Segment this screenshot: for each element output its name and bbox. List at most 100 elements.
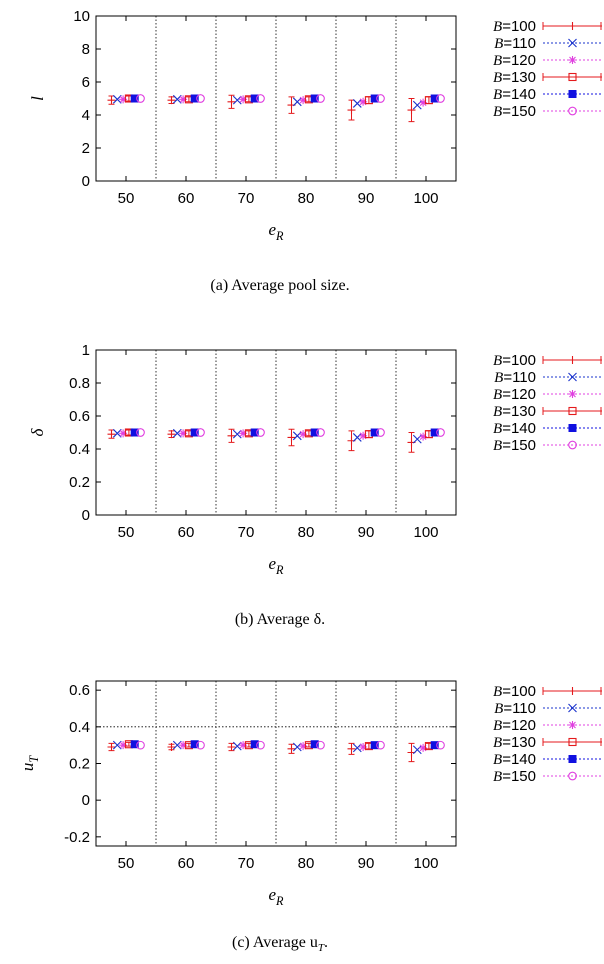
x-tick-label: 100 <box>413 524 438 541</box>
data-point <box>107 96 116 105</box>
legend-marker <box>568 721 577 729</box>
y-axis-label: l <box>28 96 47 101</box>
data-point <box>299 96 308 105</box>
legend-entry-label: B=120 <box>493 717 536 734</box>
data-point <box>107 430 116 439</box>
data-point <box>190 740 199 749</box>
caption: (c) Average uT. <box>232 934 328 954</box>
legend-marker <box>568 687 577 695</box>
y-tick-label: 0.6 <box>69 408 90 425</box>
data-point <box>130 94 139 103</box>
x-tick-label: 70 <box>238 855 255 872</box>
legend-entry-label: B=110 <box>494 369 536 386</box>
legend-marker <box>568 90 577 98</box>
chart-panel-1: 0 2 4 6 8 10 50 60 70 80 90 100 l eR (a) Average pool … <box>28 8 602 294</box>
legend-marker <box>568 56 577 64</box>
data-point <box>436 428 445 437</box>
y-tick-label: 8 <box>82 41 90 58</box>
legend-marker <box>568 22 577 30</box>
data-point <box>436 94 445 103</box>
legend-entry-label: B=140 <box>493 751 536 768</box>
x-tick-label: 50 <box>118 190 135 207</box>
y-tick-label: -0.2 <box>64 829 90 846</box>
data-point <box>347 744 356 753</box>
data-point <box>292 431 302 441</box>
data-point <box>179 429 188 438</box>
data-point <box>136 428 145 437</box>
legend-entry-label: B=150 <box>493 437 536 454</box>
x-tick-label: 60 <box>178 190 195 207</box>
y-axis-label: uT <box>18 755 41 772</box>
data-point <box>179 95 188 104</box>
data-point <box>287 433 296 442</box>
x-tick-label: 50 <box>118 855 135 872</box>
data-point <box>190 428 199 437</box>
data-point <box>227 743 236 751</box>
y-tick-label: 0.4 <box>69 441 90 458</box>
data-point <box>316 94 325 103</box>
legend-entry-label: B=130 <box>493 734 536 751</box>
legend-bar-cap <box>542 73 602 81</box>
legend-entry-label: B=150 <box>493 103 536 120</box>
legend-marker <box>568 440 577 450</box>
y-tick-label: 0.4 <box>69 719 90 736</box>
data-point <box>250 428 259 437</box>
legend-entry-label: B=120 <box>493 52 536 69</box>
data-point <box>190 94 199 103</box>
legend-marker <box>568 771 577 781</box>
data-point <box>376 428 385 437</box>
x-tick-label: 70 <box>238 524 255 541</box>
x-tick-label: 90 <box>358 190 375 207</box>
data-point <box>430 741 439 750</box>
data-point <box>167 743 176 751</box>
legend-entry-label: B=100 <box>493 18 536 35</box>
legend-marker <box>568 106 577 116</box>
data-point <box>419 432 428 441</box>
data-point <box>310 740 319 749</box>
legend-marker <box>568 737 577 747</box>
caption: (b) Average δ. <box>235 611 325 628</box>
data-point <box>239 95 248 104</box>
y-tick-label: 0 <box>82 792 90 809</box>
x-tick-label: 60 <box>178 524 195 541</box>
legend-marker <box>568 406 577 416</box>
data-point <box>232 429 242 439</box>
legend-marker <box>568 372 577 382</box>
y-tick-label: 0 <box>82 507 90 524</box>
data-point <box>287 744 296 753</box>
data-point <box>359 743 368 751</box>
data-point <box>370 94 379 103</box>
data-point <box>436 740 445 750</box>
legend-entry-label: B=130 <box>493 69 536 86</box>
legend-marker <box>568 703 577 713</box>
x-tick-label: 80 <box>298 190 315 207</box>
data-point <box>232 95 242 105</box>
data-point <box>130 740 139 749</box>
data-point <box>316 428 325 437</box>
x-axis-label: eR <box>268 220 284 243</box>
data-point <box>419 743 428 752</box>
data-point <box>227 431 236 440</box>
legend-entry-label: B=110 <box>494 35 536 52</box>
data-point <box>370 741 379 750</box>
data-point <box>412 745 422 755</box>
data-point <box>227 97 236 106</box>
legend-marker <box>568 38 577 48</box>
legend-entry-label: B=130 <box>493 403 536 420</box>
data-point <box>430 94 439 103</box>
data-point <box>419 98 428 107</box>
legend-entry-label: B=100 <box>493 683 536 700</box>
data-point <box>316 740 325 750</box>
caption: (a) Average pool size. <box>210 277 349 294</box>
data-point <box>376 740 385 750</box>
data-point <box>196 94 205 103</box>
legend-entry-label: B=100 <box>493 352 536 369</box>
y-tick-label: 0.6 <box>69 682 90 699</box>
chart-panel-3: -0.2 0 0.2 0.4 0.6 50 60 70 80 90 100 uT eR (c) Avera… <box>18 680 602 954</box>
x-tick-label: 80 <box>298 524 315 541</box>
legend-marker <box>568 356 577 364</box>
